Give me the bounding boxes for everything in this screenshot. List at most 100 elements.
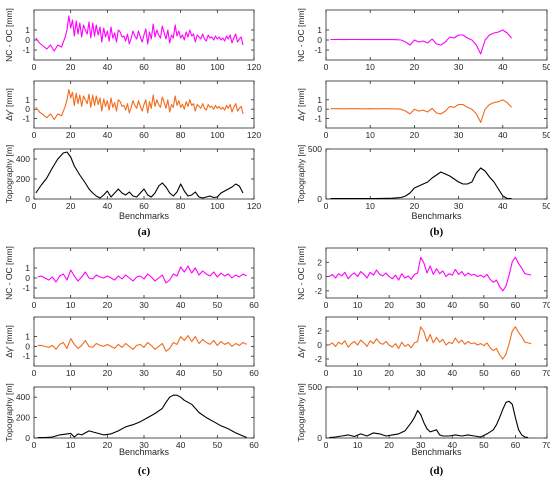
y-axis-label: Topography [m]	[296, 145, 306, 204]
x-tick-label: 20	[66, 201, 76, 211]
x-tick-label: 50	[479, 368, 489, 378]
panel-label: (a)	[138, 226, 151, 238]
y-tick-label: -1	[314, 114, 322, 124]
y-tick-label: 0	[25, 35, 30, 45]
y-tick-label: 2	[317, 326, 322, 336]
x-tick-label: 0	[32, 201, 37, 211]
y-tick-label: 400	[16, 392, 30, 402]
series-line	[330, 29, 513, 55]
x-tick-label: 40	[176, 300, 186, 310]
x-tick-label: 0	[32, 62, 37, 72]
x-tick-label: 20	[410, 201, 420, 211]
y-tick-label: 0	[317, 194, 322, 204]
series-line	[330, 167, 512, 200]
x-tick-label: 20	[384, 440, 394, 450]
plot-frame	[325, 148, 548, 200]
x-tick-label: 60	[249, 440, 259, 450]
y-axis-label: Δγ' [mm]	[296, 88, 306, 121]
x-tick-label: 10	[66, 440, 76, 450]
x-tick-label: 30	[454, 130, 464, 140]
y-tick-label: -2	[314, 354, 322, 364]
plot-frame	[33, 316, 255, 367]
x-tick-label: 70	[542, 300, 550, 310]
x-tick-label: 40	[448, 440, 458, 450]
x-axis-label: Benchmarks	[411, 447, 462, 457]
plot-frame	[33, 148, 255, 200]
x-tick-label: 80	[176, 130, 186, 140]
x-tick-label: 10	[66, 300, 76, 310]
y-tick-label: 0	[317, 104, 322, 114]
y-axis-label: Topography [m]	[4, 145, 14, 204]
x-tick-label: 0	[324, 300, 329, 310]
y-axis-label: Δγ' [mm]	[4, 325, 14, 358]
x-tick-label: 70	[542, 368, 550, 378]
x-tick-label: 50	[542, 201, 550, 211]
x-tick-label: 0	[324, 201, 329, 211]
y-tick-label: 0	[25, 341, 30, 351]
x-tick-label: 120	[247, 130, 261, 140]
x-tick-label: 20	[384, 300, 394, 310]
x-tick-label: 30	[416, 440, 426, 450]
x-tick-label: 50	[213, 300, 223, 310]
x-tick-label: 30	[454, 62, 464, 72]
x-tick-label: 30	[416, 300, 426, 310]
x-tick-label: 40	[448, 368, 458, 378]
series-line	[35, 15, 244, 52]
x-tick-label: 0	[324, 130, 329, 140]
y-axis-label: Topography [m]	[4, 383, 14, 442]
x-tick-label: 10	[353, 440, 363, 450]
x-tick-label: 60	[139, 62, 149, 72]
x-axis-label: Benchmarks	[411, 211, 462, 221]
x-tick-label: 60	[511, 300, 521, 310]
y-tick-label: 1	[317, 95, 322, 105]
plot-frame	[325, 9, 548, 61]
x-tick-label: 50	[479, 300, 489, 310]
y-axis-label: Δγ' [mm]	[296, 325, 306, 358]
x-tick-label: 80	[176, 201, 186, 211]
x-tick-label: 100	[210, 62, 224, 72]
plot-frame	[325, 247, 548, 299]
x-tick-label: 10	[66, 368, 76, 378]
y-tick-label: 0	[25, 273, 30, 283]
y-tick-label: 0	[25, 433, 30, 443]
series-line	[329, 400, 529, 439]
x-tick-label: 0	[324, 62, 329, 72]
y-axis-label: NC - OC [mm]	[4, 8, 14, 62]
series-line	[35, 88, 244, 121]
panel-label: (c)	[138, 465, 151, 477]
y-tick-label: 400	[16, 154, 30, 164]
x-tick-label: 30	[416, 368, 426, 378]
x-tick-label: 30	[139, 440, 149, 450]
x-tick-label: 60	[139, 130, 149, 140]
plot-frame	[33, 386, 255, 439]
x-tick-label: 40	[176, 440, 186, 450]
x-tick-label: 40	[176, 368, 186, 378]
x-axis-label: Benchmarks	[119, 447, 170, 457]
x-tick-label: 120	[247, 62, 261, 72]
x-tick-label: 30	[139, 368, 149, 378]
x-tick-label: 10	[365, 130, 375, 140]
series-line	[328, 326, 532, 360]
x-tick-label: 0	[32, 368, 37, 378]
x-tick-label: 60	[249, 368, 259, 378]
y-tick-label: -1	[22, 114, 30, 124]
x-tick-label: 50	[479, 440, 489, 450]
y-tick-label: 1	[25, 25, 30, 35]
plot-frame	[33, 247, 255, 299]
y-tick-label: 0	[317, 340, 322, 350]
y-tick-label: 2	[317, 257, 322, 267]
x-tick-label: 40	[498, 201, 508, 211]
x-tick-label: 20	[384, 368, 394, 378]
y-tick-label: 200	[16, 174, 30, 184]
x-tick-label: 50	[213, 440, 223, 450]
series-line	[37, 394, 247, 439]
x-axis-label: Benchmarks	[119, 211, 170, 221]
y-tick-label: 0	[317, 272, 322, 282]
y-tick-label: -1	[22, 283, 30, 293]
x-tick-label: 100	[210, 201, 224, 211]
